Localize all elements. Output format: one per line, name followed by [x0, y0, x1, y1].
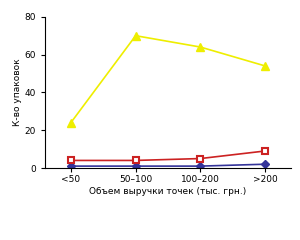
Максимальное	[69, 121, 73, 124]
Y-axis label: К-во упаковок: К-во упаковок	[13, 59, 22, 126]
Максимальное	[134, 34, 137, 37]
Минимальное	[263, 163, 267, 166]
Максимальное	[199, 46, 202, 48]
Максимальное	[263, 65, 267, 67]
Среднее	[263, 150, 267, 152]
Среднее	[199, 157, 202, 160]
Среднее	[69, 159, 73, 162]
Минимальное	[134, 165, 137, 168]
X-axis label: Объем выручки точек (тыс. грн.): Объем выручки точек (тыс. грн.)	[89, 187, 247, 196]
Среднее	[134, 159, 137, 162]
Минимальное	[199, 165, 202, 168]
Line: Среднее: Среднее	[68, 148, 268, 164]
Line: Максимальное: Максимальное	[67, 31, 269, 127]
Line: Минимальное: Минимальное	[68, 162, 268, 169]
Минимальное	[69, 165, 73, 168]
